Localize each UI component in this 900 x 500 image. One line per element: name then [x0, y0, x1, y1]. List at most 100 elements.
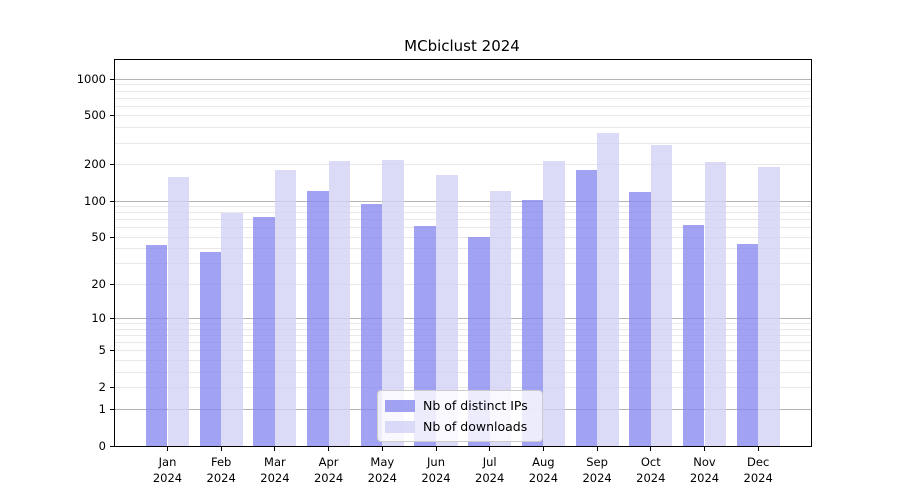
gridline-minor [115, 84, 811, 86]
y-axis-tick-mark [110, 115, 114, 117]
x-axis-tick-label: Apr 2024 [313, 455, 344, 485]
bar-downloads-nov [704, 161, 727, 446]
bar-downloads-feb [221, 212, 243, 446]
x-axis-tick-label: May 2024 [367, 455, 397, 485]
bar-ips-nov [682, 225, 705, 446]
x-axis-tick-mark [757, 447, 759, 451]
bar-ips-oct [629, 191, 651, 446]
y-axis-tick-label: 20 [91, 276, 106, 291]
y-axis-tick-label: 0 [98, 438, 106, 453]
gridline-minor [115, 335, 811, 337]
gridline-major [115, 200, 811, 202]
x-axis-tick-mark [381, 447, 383, 451]
y-axis-tick-label: 1000 [76, 71, 106, 86]
bar-ips-apr [307, 190, 329, 446]
y-axis-tick-mark [110, 408, 114, 410]
y-axis-tick-mark [110, 236, 114, 238]
legend-swatch-downloads-icon [385, 420, 415, 433]
bar-ips-aug [521, 199, 544, 446]
gridline-minor [115, 342, 811, 344]
gridline-minor [115, 371, 811, 373]
gridline-minor [115, 219, 811, 221]
y-axis-tick-mark [110, 445, 114, 447]
bar-downloads-jun [436, 174, 458, 446]
bar-ips-dec [736, 243, 759, 446]
gridline-minor [115, 163, 811, 165]
bar-ips-feb [199, 251, 222, 446]
bar-downloads-jan [167, 176, 190, 446]
x-axis-tick-label: Jan 2024 [152, 455, 183, 485]
y-axis-tick-label: 500 [84, 108, 106, 123]
bar-ips-jan [145, 245, 168, 446]
bar-downloads-dec [758, 167, 780, 446]
x-axis-tick-label: Nov 2024 [689, 455, 720, 485]
bar-ips-sep [575, 170, 598, 446]
y-axis-tick-label: 10 [91, 311, 106, 326]
x-axis-tick-label: Mar 2024 [260, 455, 290, 485]
gridline-minor [115, 90, 811, 92]
bar-downloads-jul [489, 191, 512, 446]
y-axis-tick-mark [110, 387, 114, 389]
gridline-minor [115, 236, 811, 238]
gridline-minor [115, 350, 811, 352]
gridline-minor [115, 263, 811, 265]
gridline-minor [115, 105, 811, 107]
gridline-minor [115, 360, 811, 362]
y-axis-tick-mark [110, 350, 114, 352]
x-axis-tick-mark [704, 447, 705, 451]
x-axis-tick-mark [596, 447, 598, 451]
legend-item-ips: Nb of distinct IPs [385, 396, 534, 415]
x-axis-tick-label: Sep 2024 [582, 455, 612, 485]
x-axis-tick-mark [435, 447, 437, 451]
bar-downloads-oct [650, 144, 673, 446]
y-axis-tick-mark [110, 318, 114, 320]
gridline-minor [115, 227, 811, 229]
bar-downloads-may [382, 159, 404, 446]
x-axis-tick-mark [542, 447, 544, 451]
y-axis-tick-mark [110, 283, 114, 285]
gridline-major [115, 318, 811, 320]
chart-title: MCbiclust 2024 [404, 37, 520, 55]
legend-item-downloads: Nb of downloads [385, 417, 534, 436]
legend-swatch-ips-icon [385, 399, 415, 412]
bar-downloads-apr [328, 160, 351, 446]
x-axis-tick-label: Oct 2024 [636, 455, 666, 485]
gridline-minor [115, 212, 811, 214]
x-axis-tick-label: Aug 2024 [528, 455, 559, 485]
gridline-major [115, 78, 811, 80]
bar-downloads-aug [543, 160, 565, 446]
y-axis-tick-mark [110, 78, 114, 80]
legend-label-ips: Nb of distinct IPs [423, 398, 528, 413]
gridline-minor [115, 127, 811, 129]
x-axis-tick-label: Dec 2024 [743, 455, 773, 485]
x-axis-tick-mark [650, 447, 652, 451]
bar-downloads-sep [597, 132, 619, 446]
y-axis-tick-label: 50 [91, 229, 106, 244]
gridline-minor [115, 206, 811, 208]
x-axis-tick-label: Feb 2024 [206, 455, 236, 485]
bar-ips-mar [253, 216, 275, 446]
bar-downloads-mar [274, 169, 297, 446]
gridline-minor [115, 142, 811, 144]
y-axis-tick-label: 1 [98, 401, 106, 416]
y-axis-tick-label: 200 [84, 156, 106, 171]
x-axis-tick-label: Jun 2024 [421, 455, 451, 485]
x-axis-tick-mark [167, 447, 168, 451]
x-axis-tick-mark [274, 447, 276, 451]
y-axis-tick-label: 100 [84, 193, 106, 208]
x-axis-tick-mark [328, 447, 330, 451]
bar-ips-may [360, 204, 383, 446]
gridline-minor [115, 115, 811, 117]
legend-label-downloads: Nb of downloads [423, 419, 528, 434]
y-axis-tick-label: 2 [98, 380, 106, 395]
legend: Nb of distinct IPs Nb of downloads [377, 390, 543, 442]
gridline-minor [115, 323, 811, 325]
y-axis-tick-mark [110, 163, 114, 165]
gridline-minor [115, 328, 811, 330]
x-axis-tick-label: Jul 2024 [475, 455, 505, 485]
plot-area: 1000 500 200 100 50 20 10 5 2 1 0 Jan 2024 Feb 2024 M… [77, 59, 812, 485]
gridline-minor [115, 248, 811, 250]
gridline-minor [115, 97, 811, 99]
y-axis-tick-label: 5 [98, 343, 106, 358]
x-axis-tick-mark [489, 447, 491, 451]
